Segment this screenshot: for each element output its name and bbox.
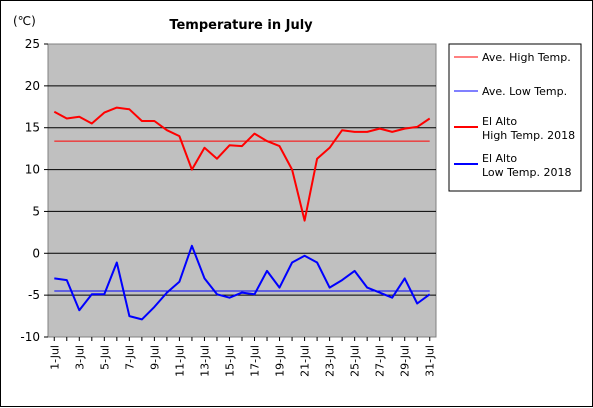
x-tick-label: 7-Jul (123, 345, 136, 370)
legend-label: High Temp. 2018 (482, 129, 575, 142)
gridlines (48, 85, 436, 296)
x-tick-label: 17-Jul (249, 345, 262, 377)
y-tick-label: 15 (25, 121, 40, 135)
unit-label: (℃) (13, 14, 36, 28)
x-tick-label: 11-Jul (173, 345, 186, 377)
x-tick-label: 23-Jul (324, 345, 337, 377)
y-tick-label: -10 (20, 330, 40, 344)
y-tick-label: 25 (25, 37, 40, 51)
series-lines (53, 106, 431, 321)
x-tick-label: 9-Jul (148, 345, 161, 370)
legend-label: El Alto (482, 152, 517, 165)
y-tick-label: 5 (32, 204, 40, 218)
legend-box (448, 43, 582, 192)
x-tick-label: 1-Jul (48, 345, 61, 370)
y-tick-label: 10 (25, 163, 40, 177)
legend: Ave. High Temp.Ave. Low Temp.El AltoHigh… (448, 43, 582, 192)
x-axis: 1-Jul 3-Jul 5-Jul 7-Jul 9-Jul 11-Jul 13-Jul 15-… (48, 337, 437, 377)
y-tick-label: 0 (32, 246, 40, 260)
x-tick-label: 29-Jul (399, 345, 412, 377)
series-line-2 (53, 106, 431, 222)
y-tick-label: -5 (28, 288, 40, 302)
series-line-3 (54, 244, 431, 321)
y-axis: 25 20 15 10 5 0 -5 -10 (20, 37, 48, 344)
x-tick-label: 3-Jul (73, 345, 86, 370)
legend-label: Ave. High Temp. (482, 51, 571, 64)
x-tick-label: 13-Jul (198, 345, 211, 377)
x-tick-label: 25-Jul (349, 345, 362, 377)
legend-label: Low Temp. 2018 (482, 166, 571, 179)
x-tick-label: 19-Jul (274, 345, 287, 377)
x-tick-label: 31-Jul (424, 345, 437, 377)
legend-label: Ave. Low Temp. (482, 85, 567, 98)
plot-area (47, 43, 437, 338)
x-tick-label: 21-Jul (299, 345, 312, 377)
x-tick-label: 27-Jul (374, 345, 387, 377)
x-tick-label: 5-Jul (98, 345, 111, 370)
legend-label: El Alto (482, 115, 517, 128)
x-tick-label: 15-Jul (223, 345, 236, 377)
y-tick-label: 20 (25, 79, 40, 93)
chart-title: Temperature in July (169, 18, 313, 33)
